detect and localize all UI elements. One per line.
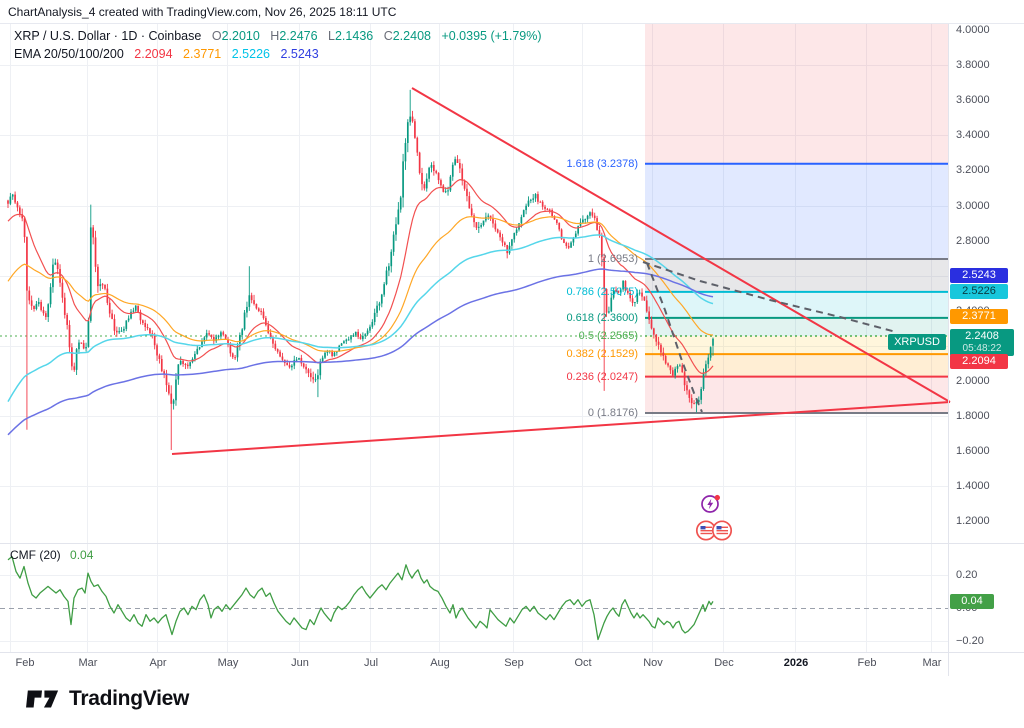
cmf-indicator-label[interactable]: CMF (20) — [10, 548, 61, 562]
fib-level-label: 0.382 (2.1529) — [566, 348, 638, 361]
price-axis-tick: 2.0000 — [956, 375, 990, 387]
price-tag: 2.3771 — [950, 309, 1008, 324]
price-axis-tick: 3.8000 — [956, 59, 990, 72]
price-axis-tick: 4.0000 — [956, 24, 990, 36]
price-axis-tick: 3.6000 — [956, 94, 990, 107]
ema20-value: 2.2094 — [134, 47, 173, 61]
cmf-value: 0.04 — [70, 548, 94, 562]
high-value: 2.2476 — [279, 29, 318, 43]
time-axis-label: Jul — [363, 657, 379, 669]
time-axis-divider — [0, 652, 1024, 653]
chart-legend: XRP / U.S. Dollar · 1D · Coinbase O2.201… — [14, 27, 542, 63]
fib-level-label: 1.618 (3.2378) — [566, 157, 638, 170]
tradingview-logo-icon — [26, 690, 59, 708]
chart-title: ChartAnalysis_4 created with TradingView… — [8, 5, 397, 19]
price-tag: 2.5226 — [950, 284, 1008, 299]
time-axis-label: Dec — [714, 657, 734, 669]
change-value: +0.0395 (+1.79%) — [441, 29, 542, 43]
price-axis-tick: 1.6000 — [956, 445, 990, 458]
ema100-value: 2.5226 — [231, 47, 270, 61]
time-axis-label: Apr — [149, 657, 167, 669]
time-axis-label: May — [217, 657, 239, 669]
price-axis-tick: 2.8000 — [956, 234, 990, 247]
event-flags-icon[interactable] — [694, 519, 734, 547]
ema-indicator-label[interactable]: EMA 20/50/100/200 — [14, 47, 124, 61]
title-bar: ChartAnalysis_4 created with TradingView… — [0, 0, 1024, 24]
cmf-axis-tick: 0.20 — [956, 568, 978, 581]
tradingview-logo-text: TradingView — [69, 687, 190, 710]
cmf-legend: CMF (20) 0.04 — [10, 548, 93, 562]
price-tag: 2.2094 — [950, 354, 1008, 369]
time-axis-label: Feb — [15, 657, 35, 669]
price-axis-tick: 3.2000 — [956, 164, 990, 177]
time-axis-label: Oct — [574, 657, 592, 669]
price-axis-tick: 1.4000 — [956, 480, 990, 493]
high-label: H — [270, 29, 280, 43]
price-axis-divider — [948, 24, 949, 676]
close-value: 2.2408 — [392, 29, 431, 43]
time-axis-label: Sep — [504, 657, 524, 669]
symbol-tag: XRPUSD — [888, 334, 946, 350]
symbol-row[interactable]: XRP / U.S. Dollar · 1D · Coinbase O2.201… — [14, 27, 542, 45]
time-axis-label: Mar — [78, 657, 98, 669]
event-lightning-icon[interactable] — [699, 492, 723, 521]
ema50-value: 2.3771 — [183, 47, 222, 61]
close-label: C — [383, 29, 393, 43]
fib-level-label: 0.786 (2.5075) — [566, 285, 638, 298]
tradingview-logo[interactable]: TradingView — [26, 687, 189, 711]
price-axis-tick: 1.8000 — [956, 410, 990, 423]
ema-row[interactable]: EMA 20/50/100/200 2.2094 2.3771 2.5226 2… — [14, 45, 542, 63]
price-tag: 0.04 — [950, 594, 994, 609]
time-axis-label: Nov — [643, 657, 663, 669]
time-axis-label: Mar — [922, 657, 942, 669]
fib-level-label: 0.236 (2.0247) — [566, 370, 638, 383]
time-axis-label: Jun — [291, 657, 309, 669]
fib-level-label: 1 (2.6953) — [587, 252, 638, 265]
fib-level-label: 0 (1.8176) — [587, 407, 638, 419]
fib-level-label: 0.5 (2.2565) — [578, 329, 638, 342]
footer: TradingView — [0, 676, 1024, 728]
price-axis-tick: 3.4000 — [956, 129, 990, 142]
price-tag: 2.5243 — [950, 268, 1008, 283]
fib-level-label: 0.618 (2.3600) — [566, 311, 638, 324]
low-value: 2.1436 — [334, 29, 374, 43]
cmf-axis-tick: −0.20 — [956, 635, 984, 648]
price-axis-tick: 1.2000 — [956, 515, 990, 528]
time-axis-label: Aug — [430, 657, 450, 669]
low-label: L — [328, 29, 335, 43]
pane-divider[interactable] — [0, 543, 1024, 544]
price-tag: 2.2408 05:48:22 — [950, 329, 1014, 356]
open-label: O — [211, 29, 222, 43]
time-axis-label: Feb — [857, 657, 877, 669]
price-axis-tick: 3.0000 — [956, 199, 990, 212]
ema200-value: 2.5243 — [280, 47, 319, 61]
time-axis-label: 2026 — [783, 657, 809, 669]
open-value: 2.2010 — [221, 29, 260, 43]
symbol-title[interactable]: XRP / U.S. Dollar · 1D · Coinbase — [14, 29, 202, 43]
